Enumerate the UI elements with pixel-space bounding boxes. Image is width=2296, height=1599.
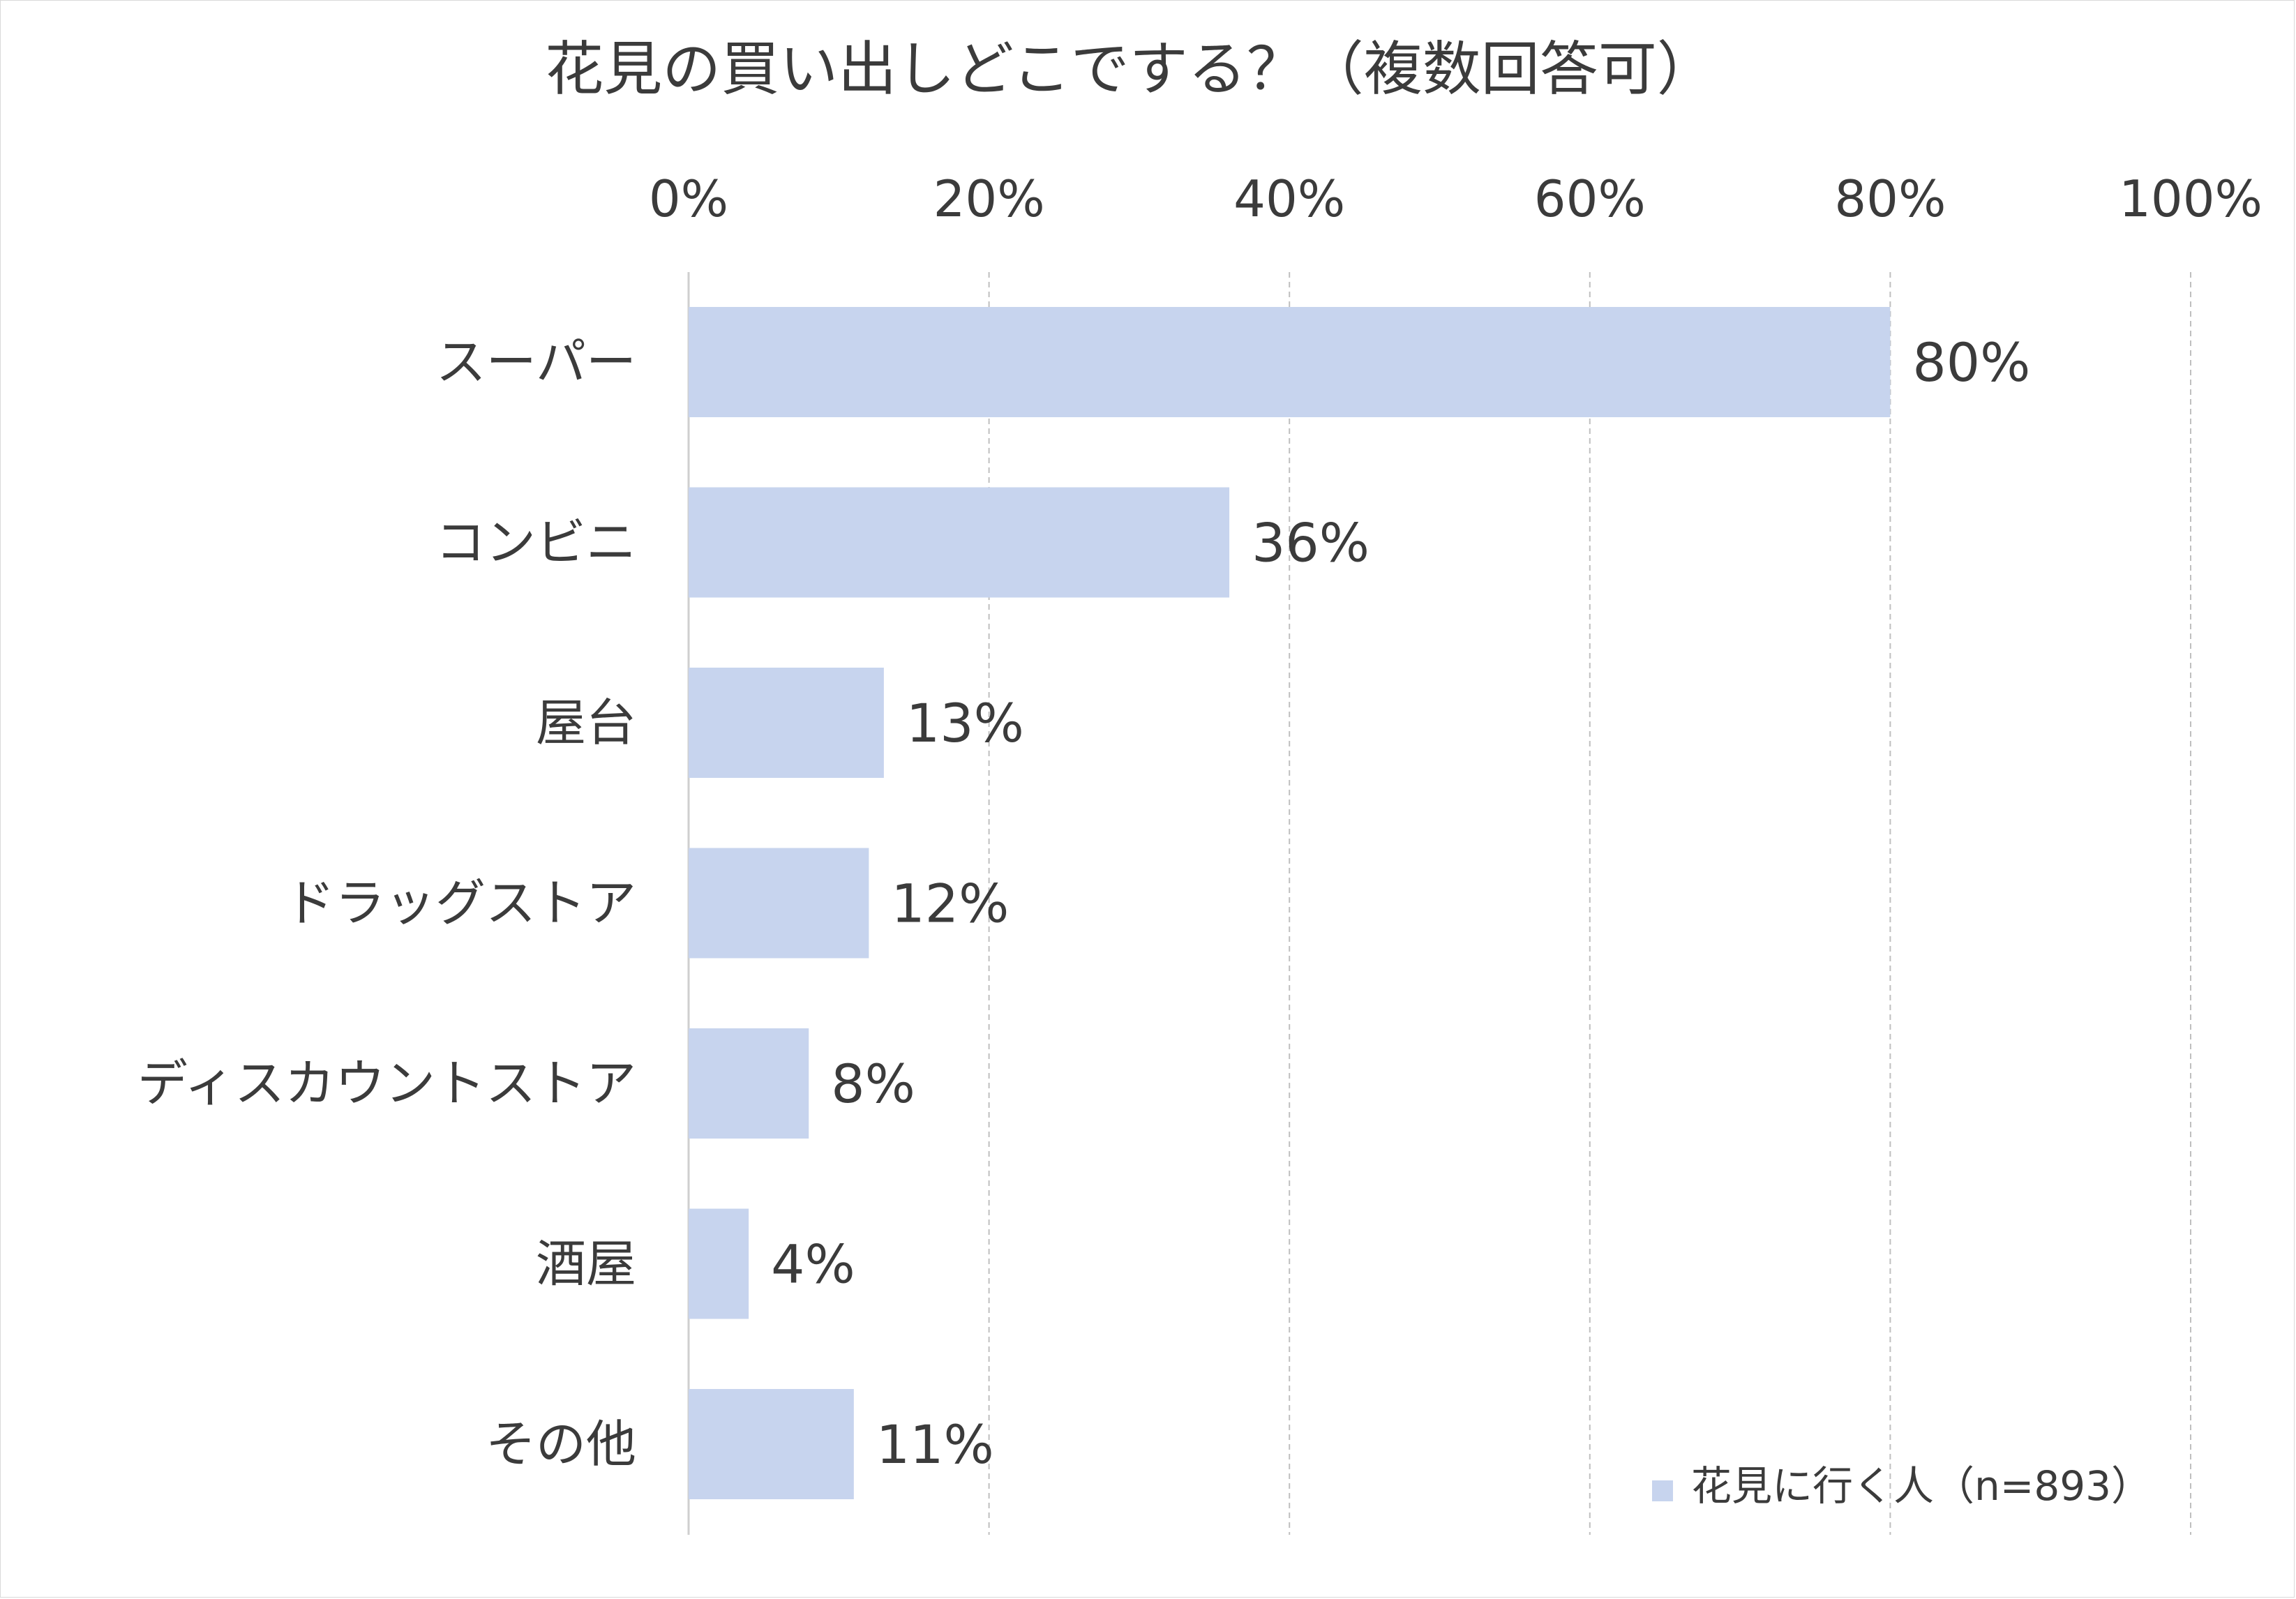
legend: 花見に行く人（n=893） [1652, 1462, 2152, 1510]
category-label: コンビニ [435, 513, 636, 572]
x-tick-label: 80% [1834, 170, 1946, 228]
bar [689, 1389, 854, 1499]
category-label: スーパー [436, 333, 636, 391]
data-label: 36% [1252, 512, 1370, 574]
x-tick-label: 20% [933, 170, 1045, 228]
bar [689, 1208, 749, 1319]
data-label: 13% [906, 692, 1024, 754]
x-tick-label: 100% [2119, 170, 2263, 228]
bars [689, 307, 1891, 1499]
bar [689, 668, 884, 778]
bar [689, 848, 869, 959]
category-label: 酒屋 [536, 1235, 636, 1293]
data-label: 4% [771, 1233, 855, 1296]
data-label: 12% [891, 873, 1009, 935]
x-tick-labels: 0% 20% 40% 60% 80% 100% [649, 170, 2263, 228]
bar [689, 487, 1230, 598]
data-label: 8% [831, 1053, 915, 1115]
legend-label: 花見に行く人（n=893） [1691, 1462, 2152, 1510]
category-label: ドラッグストア [285, 874, 636, 933]
x-tick-label: 40% [1233, 170, 1345, 228]
data-label: 80% [1912, 331, 2030, 393]
data-label: 11% [876, 1413, 994, 1476]
legend-swatch [1652, 1480, 1673, 1501]
x-tick-label: 0% [649, 170, 728, 228]
data-labels: 80% 36% 13% 12% 8% 4% 11% [771, 331, 2030, 1476]
category-label: 屋台 [536, 693, 636, 752]
x-tick-label: 60% [1534, 170, 1646, 228]
bar [689, 307, 1891, 417]
category-label: ディスカウントストア [137, 1054, 636, 1113]
category-label: その他 [486, 1415, 636, 1473]
chart-title: 花見の買い出しどこでする？（複数回答可） [545, 35, 1715, 103]
bar [689, 1028, 809, 1139]
